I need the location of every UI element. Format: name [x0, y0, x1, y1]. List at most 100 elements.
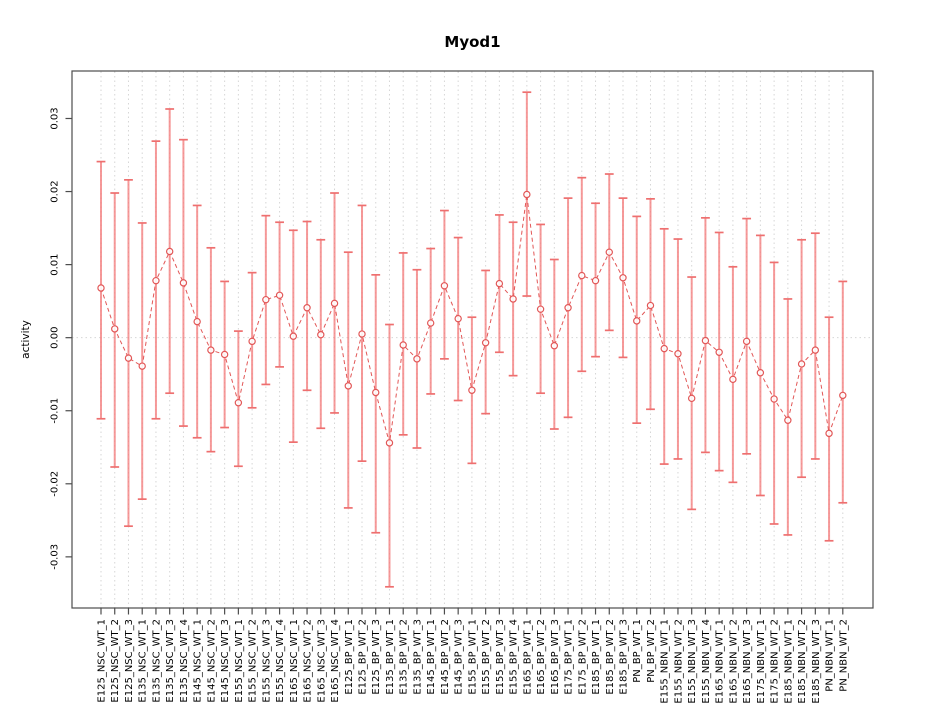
data-point	[633, 317, 641, 325]
x-tick-label: E145_BP_WT_1	[426, 619, 437, 695]
error-bars	[96, 91, 848, 588]
data-point	[124, 354, 133, 362]
x-tick-label: E155_NSC_WT_1	[234, 619, 245, 703]
data-point	[784, 416, 792, 424]
x-tick-label: E135_NSC_WT_3	[165, 619, 176, 703]
data-points	[97, 190, 847, 447]
x-tick-label: E155_NSC_WT_3	[261, 619, 272, 703]
x-tick-label: E155_BP_WT_2	[481, 619, 492, 695]
x-tick-labels: E125_NSC_WT_1 E125_NSC_WT_2 E125_NSC_WT_3 E…	[97, 619, 850, 704]
data-point	[811, 346, 820, 354]
data-point	[413, 355, 421, 363]
x-tick-label: E135_BP_WT_3	[412, 619, 423, 695]
data-point	[742, 337, 751, 346]
data-point	[289, 332, 298, 340]
data-point	[839, 391, 847, 400]
x-tick-label: E135_BP_WT_2	[399, 619, 410, 695]
x-tick-label: E145_NSC_WT_1	[193, 619, 204, 703]
axes	[65, 70, 874, 615]
x-tick-label: E165_NBN_WT_1	[715, 619, 726, 704]
y-tick-label: -0.03	[50, 544, 61, 570]
x-tick-label: E185_NBN_WT_2	[797, 619, 808, 704]
data-point	[701, 336, 710, 345]
x-tick-label: E165_NBN_WT_3	[742, 619, 753, 704]
data-point	[729, 375, 737, 384]
x-tick-label: PN_NBN_WT_2	[838, 619, 849, 692]
x-tick-label: E175_BP_WT_2	[577, 619, 588, 695]
data-point	[825, 429, 833, 438]
data-point	[358, 330, 366, 338]
x-tick-label: E155_NSC_WT_4	[275, 619, 286, 703]
data-point	[481, 339, 490, 347]
data-point	[619, 274, 627, 282]
data-point	[344, 382, 352, 390]
data-point	[660, 344, 668, 353]
x-tick-label: E155_BP_WT_1	[467, 619, 478, 695]
y-tick-label: 0.00	[50, 327, 61, 349]
x-tick-label: E165_NBN_WT_2	[728, 619, 739, 704]
x-tick-label: E185_NBN_WT_1	[783, 619, 794, 704]
data-point	[248, 337, 256, 346]
data-point	[207, 346, 215, 354]
y-tick-label: 0.03	[50, 107, 61, 129]
x-tick-label: E155_NSC_WT_2	[248, 619, 259, 703]
x-tick-label: E125_BP_WT_3	[371, 619, 382, 695]
x-tick-label: E185_BP_WT_3	[619, 619, 630, 695]
x-tick-label: E155_BP_WT_3	[495, 619, 506, 695]
x-tick-label: E145_BP_WT_2	[440, 619, 451, 695]
x-tick-label: E155_NBN_WT_1	[660, 619, 671, 704]
chart-title: Myod1	[444, 33, 500, 51]
data-point	[426, 319, 435, 327]
y-tick-label: 0.02	[50, 180, 61, 202]
data-point	[523, 190, 531, 199]
x-tick-label: E145_NSC_WT_3	[220, 619, 231, 703]
data-point	[179, 279, 188, 287]
y-tick-labels: -0.03 -0.02 -0.01 0.00 0.01 0.02 0.03	[50, 107, 61, 569]
x-tick-label: E125_BP_WT_1	[344, 619, 355, 695]
data-point	[330, 299, 339, 308]
x-tick-label: E165_NSC_WT_4	[330, 619, 341, 703]
x-tick-label: E185_BP_WT_1	[591, 619, 602, 695]
x-tick-label: E155_BP_WT_4	[509, 619, 520, 695]
data-point	[578, 271, 586, 280]
x-tick-label: E145_NSC_WT_2	[206, 619, 217, 703]
data-point	[303, 304, 311, 312]
x-tick-label: E165_NSC_WT_1	[289, 619, 300, 703]
x-tick-label: E175_NBN_WT_2	[770, 619, 781, 704]
data-point	[193, 317, 201, 326]
data-point	[262, 295, 270, 304]
x-tick-label: E165_BP_WT_1	[522, 619, 533, 695]
data-point	[564, 304, 572, 312]
x-tick-label: E135_NSC_WT_4	[179, 619, 190, 703]
x-tick-label: E165_NSC_WT_2	[303, 619, 314, 703]
data-point	[605, 248, 613, 256]
data-point	[399, 341, 407, 349]
data-point	[509, 295, 517, 303]
data-point	[275, 291, 284, 299]
x-tick-label: E125_NSC_WT_1	[97, 619, 108, 703]
data-point	[97, 284, 105, 292]
y-axis-label: activity	[20, 320, 32, 359]
data-point	[111, 325, 119, 333]
x-tick-label: E125_BP_WT_2	[358, 619, 369, 695]
x-tick-label: PN_BP_WT_1	[632, 619, 643, 683]
y-tick-label: -0.02	[50, 471, 61, 497]
data-point	[687, 394, 696, 403]
x-tick-label: E185_NBN_WT_3	[811, 619, 822, 704]
data-point	[165, 247, 174, 256]
data-point	[495, 279, 504, 288]
data-point	[234, 398, 243, 407]
x-tick-label: PN_NBN_WT_1	[825, 619, 836, 692]
data-point	[440, 282, 449, 290]
data-point	[468, 386, 476, 394]
data-point	[536, 305, 545, 313]
y-tick-label: -0.01	[50, 398, 61, 424]
data-point	[372, 388, 380, 397]
data-point	[317, 331, 325, 339]
data-point	[715, 348, 723, 356]
x-tick-label: E145_BP_WT_3	[454, 619, 465, 695]
x-tick-label: E155_NBN_WT_4	[701, 619, 712, 704]
x-tick-label: E175_BP_WT_1	[564, 619, 575, 695]
